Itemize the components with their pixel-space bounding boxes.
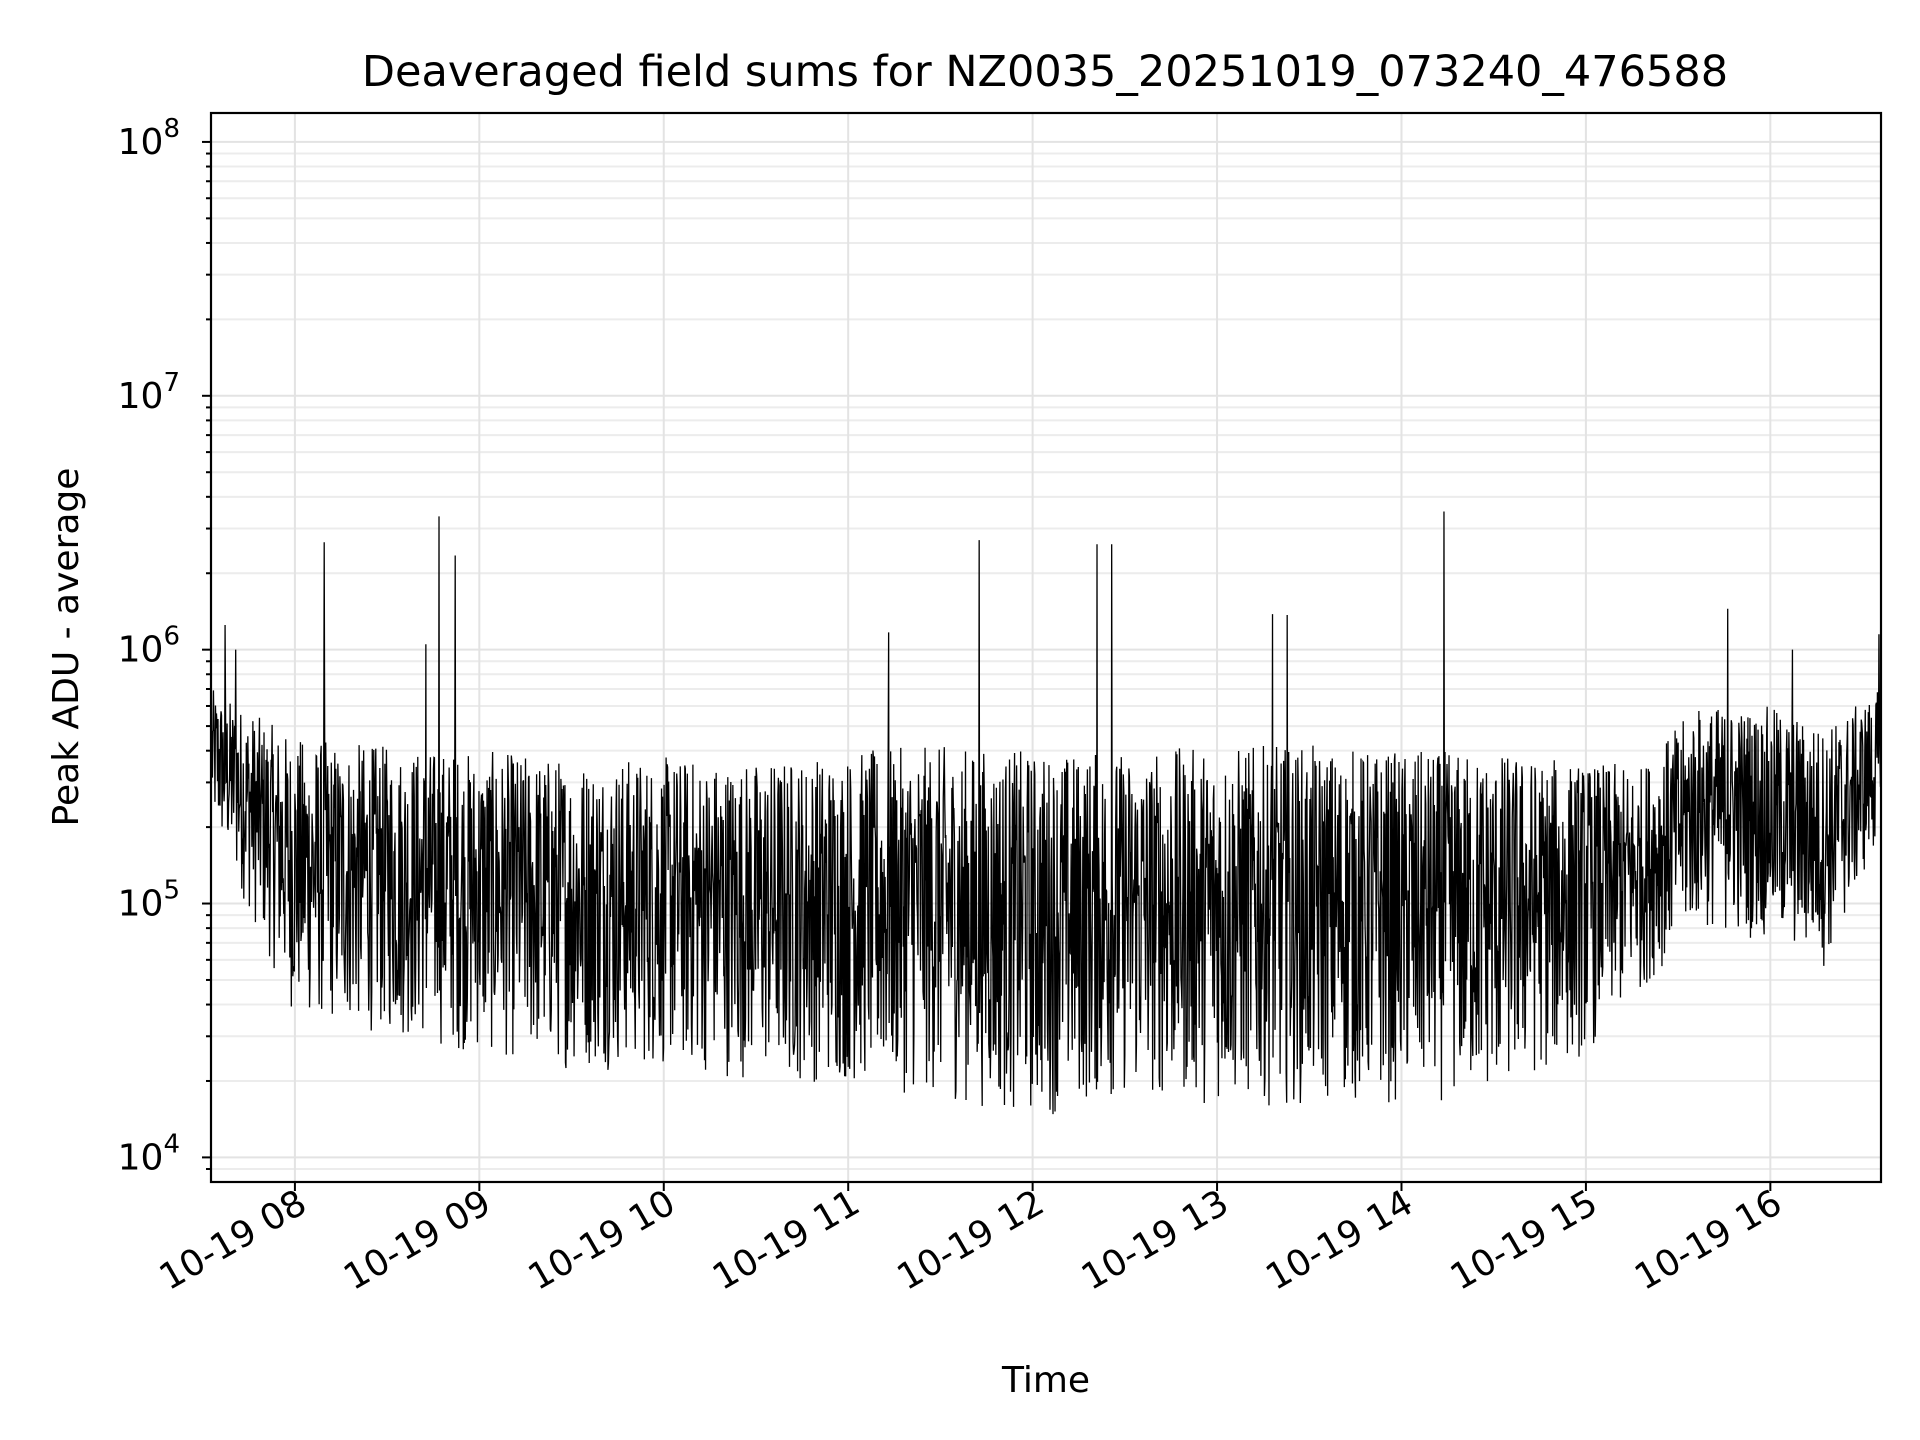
series-line — [211, 511, 1882, 1115]
series-layer — [211, 511, 1882, 1115]
y-tick-label: 107 — [118, 368, 180, 417]
x-axis: 10-19 08 10-19 09 10-19 10 10-19 11 10-19 12… — [153, 1182, 1789, 1299]
y-axis-label: Peak ADU - average — [46, 468, 87, 827]
x-axis-label: Time — [1001, 1360, 1090, 1401]
x-tick-label: 10-19 14 — [1259, 1182, 1420, 1298]
y-tick-label: 105 — [118, 876, 180, 925]
grid — [211, 113, 1881, 1182]
y-tick-label: 108 — [118, 114, 180, 163]
chart-title: Deaveraged field sums for NZ0035_2025101… — [362, 47, 1728, 97]
x-tick-label: 10-19 09 — [337, 1182, 498, 1298]
x-tick-label: 10-19 13 — [1075, 1182, 1236, 1298]
x-tick-label: 10-19 15 — [1444, 1182, 1605, 1298]
y-tick-label: 104 — [118, 1129, 180, 1178]
y-tick-label: 106 — [118, 622, 180, 671]
x-tick-label: 10-19 10 — [522, 1182, 683, 1298]
x-tick-label: 10-19 11 — [706, 1182, 867, 1298]
x-tick-label: 10-19 12 — [890, 1182, 1051, 1298]
y-axis: 104 105 106 107 108 — [118, 114, 211, 1178]
plot-frame — [209, 111, 1883, 1184]
x-tick-label: 10-19 08 — [153, 1182, 314, 1298]
x-tick-label: 10-19 16 — [1628, 1182, 1789, 1298]
